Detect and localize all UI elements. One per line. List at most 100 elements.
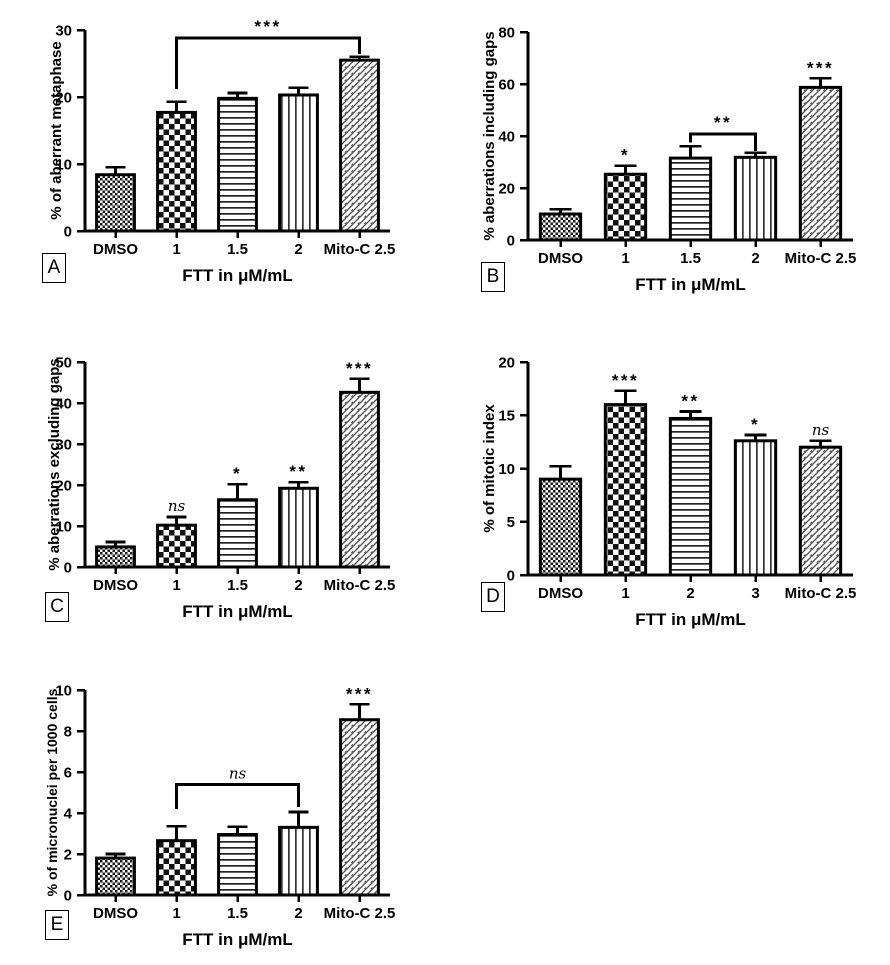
significance-label: * xyxy=(621,146,630,165)
error-bar xyxy=(349,703,370,719)
y-tick-label: 10 xyxy=(55,518,72,535)
error-bar xyxy=(105,540,126,546)
bar-1.5 xyxy=(217,96,258,233)
y-tick-label: 5 xyxy=(507,514,515,531)
y-tick-label: 20 xyxy=(498,354,515,371)
y-tick-label: 30 xyxy=(55,22,72,39)
error-bar xyxy=(614,164,637,174)
error-bar xyxy=(809,439,832,447)
error-bar xyxy=(549,465,572,479)
error-bar xyxy=(349,55,370,60)
bar-1 xyxy=(156,110,197,233)
x-axis-title: FTT in μM/mL xyxy=(182,930,293,949)
bar-2 xyxy=(668,416,713,577)
panel-letter-c: C xyxy=(45,592,69,622)
category-label: 2 xyxy=(686,585,694,602)
bar-3 xyxy=(733,439,778,577)
bar-DMSO xyxy=(95,856,136,897)
error-bar xyxy=(679,145,702,158)
x-axis-title: FTT in μM/mL xyxy=(182,266,293,285)
panel-e-micronuclei: 0 2 4 6 8 10 DMSO 1 1.5 2 Mito-C 2.5 *** ns FTT in μM… xyxy=(15,655,440,965)
significance-label: ns xyxy=(812,421,830,439)
error-bar xyxy=(227,825,248,834)
y-tick-label: 0 xyxy=(64,223,72,240)
bar-Mito-C 2.5 xyxy=(339,718,380,897)
error-bar xyxy=(105,166,126,174)
y-tick-label: 4 xyxy=(64,805,73,822)
y-axis-title: % aberrations including gaps xyxy=(481,31,498,240)
category-label: 1.5 xyxy=(227,241,248,258)
error-bar xyxy=(105,852,126,858)
significance-label: *** xyxy=(807,58,834,77)
category-label: 3 xyxy=(751,585,759,602)
significance-label: * xyxy=(751,415,760,434)
y-tick-label: 80 xyxy=(498,24,515,41)
significance-label: *** xyxy=(254,17,281,36)
error-bar xyxy=(614,389,637,404)
category-label: 2 xyxy=(294,905,302,922)
chart-micronuclei: 0 2 4 6 8 10 DMSO 1 1.5 2 Mito-C 2.5 *** ns FTT in μM… xyxy=(44,682,396,949)
category-label: Mito-C 2.5 xyxy=(324,577,396,594)
error-bar xyxy=(227,91,248,98)
y-tick-label: 0 xyxy=(507,232,515,249)
bar-2 xyxy=(278,93,319,233)
panel-letter-a: A xyxy=(42,253,66,283)
x-axis-title: FTT in μM/mL xyxy=(635,610,746,629)
y-axis-title: % of aberrant metaphase xyxy=(48,41,65,219)
bar-DMSO xyxy=(95,545,136,569)
bar-1 xyxy=(156,839,197,897)
y-tick-label: 0 xyxy=(64,559,72,576)
y-tick-label: 40 xyxy=(55,395,72,412)
category-label: DMSO xyxy=(93,241,138,258)
category-label: 1 xyxy=(172,577,180,594)
significance-bracket xyxy=(689,132,757,151)
significance-label: *** xyxy=(346,684,373,703)
y-axis-title: % aberrations excluding gaps xyxy=(46,358,63,571)
category-label: 1.5 xyxy=(227,905,248,922)
bar-2 xyxy=(733,155,778,242)
significance-label: *** xyxy=(346,359,373,378)
chart-aberrant-metaphase: 0 10 20 30 DMSO 1 1.5 2 Mito-C 2.5 *** FTT in μM/m… xyxy=(48,17,396,285)
y-tick-label: 6 xyxy=(64,764,72,781)
significance-label: ** xyxy=(714,113,732,132)
y-tick-label: 0 xyxy=(64,887,72,904)
category-label: 1 xyxy=(172,905,180,922)
significance-bracket xyxy=(175,782,300,809)
bar-2 xyxy=(278,486,319,569)
bar-1.5 xyxy=(217,498,258,569)
significance-label: ns xyxy=(168,497,186,515)
panel-letter-e: E xyxy=(45,910,69,940)
category-label: Mito-C 2.5 xyxy=(324,905,396,922)
category-label: Mito-C 2.5 xyxy=(324,241,396,258)
error-bar xyxy=(744,151,767,157)
y-axis-title: % of micronuclei per 1000 cells xyxy=(44,688,60,896)
panel-letter-d: D xyxy=(481,582,505,612)
y-axis-title: % of mitotic index xyxy=(481,404,498,533)
error-bar xyxy=(288,480,309,488)
y-tick-label: 10 xyxy=(55,156,72,173)
category-label: 2 xyxy=(751,250,759,267)
y-tick-label: 20 xyxy=(498,180,515,197)
y-tick-label: 60 xyxy=(498,76,515,93)
panel-b-aberrations-including-gaps: 0 20 40 60 80 DMSO 1 1.5 2 Mito-C 2.5 * *** ** FTT in… xyxy=(448,0,888,332)
error-bar xyxy=(288,810,309,827)
category-label: 1.5 xyxy=(680,250,701,267)
category-label: Mito-C 2.5 xyxy=(785,250,857,267)
category-label: DMSO xyxy=(538,585,583,602)
category-label: 1 xyxy=(621,250,629,267)
bar-1 xyxy=(603,172,648,242)
category-label: DMSO xyxy=(93,577,138,594)
error-bar xyxy=(809,76,832,87)
bar-1 xyxy=(156,523,197,569)
bar-Mito-C 2.5 xyxy=(339,58,380,233)
category-label: 1 xyxy=(621,585,629,602)
error-bar xyxy=(227,482,248,499)
error-bar xyxy=(288,86,309,94)
error-bar xyxy=(166,515,187,525)
y-tick-label: 20 xyxy=(55,89,72,106)
y-tick-label: 20 xyxy=(55,477,72,494)
